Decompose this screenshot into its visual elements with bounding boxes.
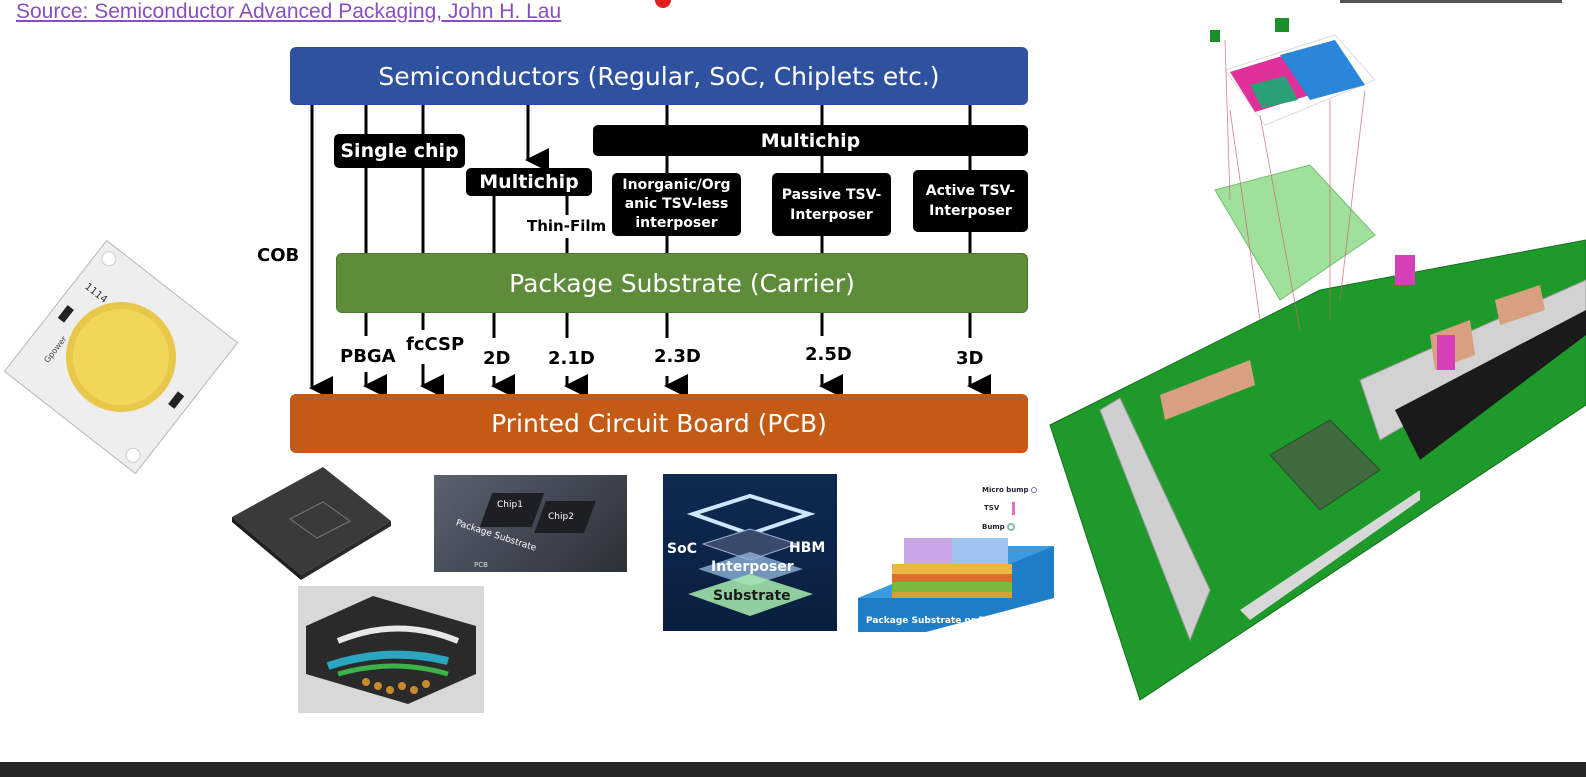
interposer-label: Interposer [711,559,794,575]
chip2-label: Chip2 [548,512,574,522]
source-link[interactable]: Source: Semiconductor Advanced Packaging… [16,0,562,23]
bump-icon [1007,523,1015,531]
semiconductors-bar: Semiconductors (Regular, SoC, Chiplets e… [290,47,1028,105]
chip-substrate-image: Chip1 Chip2 Package Substrate PCB [434,475,627,572]
package-substrate-bar: Package Substrate (Carrier) [336,253,1028,313]
active-tsv-interposer-box: Active TSV-Interposer [913,170,1028,232]
micro-bump-label: Micro bump [982,486,1029,494]
chip1-label: Chip1 [497,500,523,510]
substrate-label: Substrate [713,588,791,604]
bump-label: Bump [982,523,1005,531]
pcb-small-label: PCB [474,561,488,569]
passive-tsv-interposer-box: Passive TSV-Interposer [772,173,891,236]
tsv-icon [1012,502,1015,515]
hbm-label: HBM [789,540,826,556]
bottom-bar [0,762,1586,777]
cob-label: COB [257,245,300,266]
top-edge-strip [1340,0,1562,3]
2-5d-label: 2.5D [805,344,852,365]
pcb-bar: Printed Circuit Board (PCB) [290,394,1028,453]
single-chip-box: Single chip [334,134,465,168]
wirebond-cross-section-image [298,586,484,713]
multichip-small-box: Multichip [466,168,592,196]
pbga-label: PBGA [340,346,396,367]
3d-label: 3D [956,348,984,369]
2-1d-label: 2.1D [548,348,595,369]
2d-label: 2D [483,348,511,369]
red-marker [655,0,671,8]
package-substrate-or-pcb-label: Package Substrate or PCB [866,616,999,626]
micro-bump-icon [1031,487,1037,493]
3d-stack-image: Micro bump TSV Bump Package Substrate or… [856,480,1056,632]
tsv-label: TSV [984,504,1000,512]
thin-film-label: Thin-Film [527,217,607,235]
fccsp-label: fcCSP [406,334,465,355]
2-3d-label: 2.3D [654,346,701,367]
chip1-die [479,493,545,527]
soc-label: SoC [667,541,697,557]
interposer-stack-image: SoC HBM Interposer Substrate [663,474,837,631]
multichip-large-box: Multichip [593,125,1028,156]
inorganic-interposer-box: Inorganic/Org anic TSV-less interposer [612,173,741,236]
